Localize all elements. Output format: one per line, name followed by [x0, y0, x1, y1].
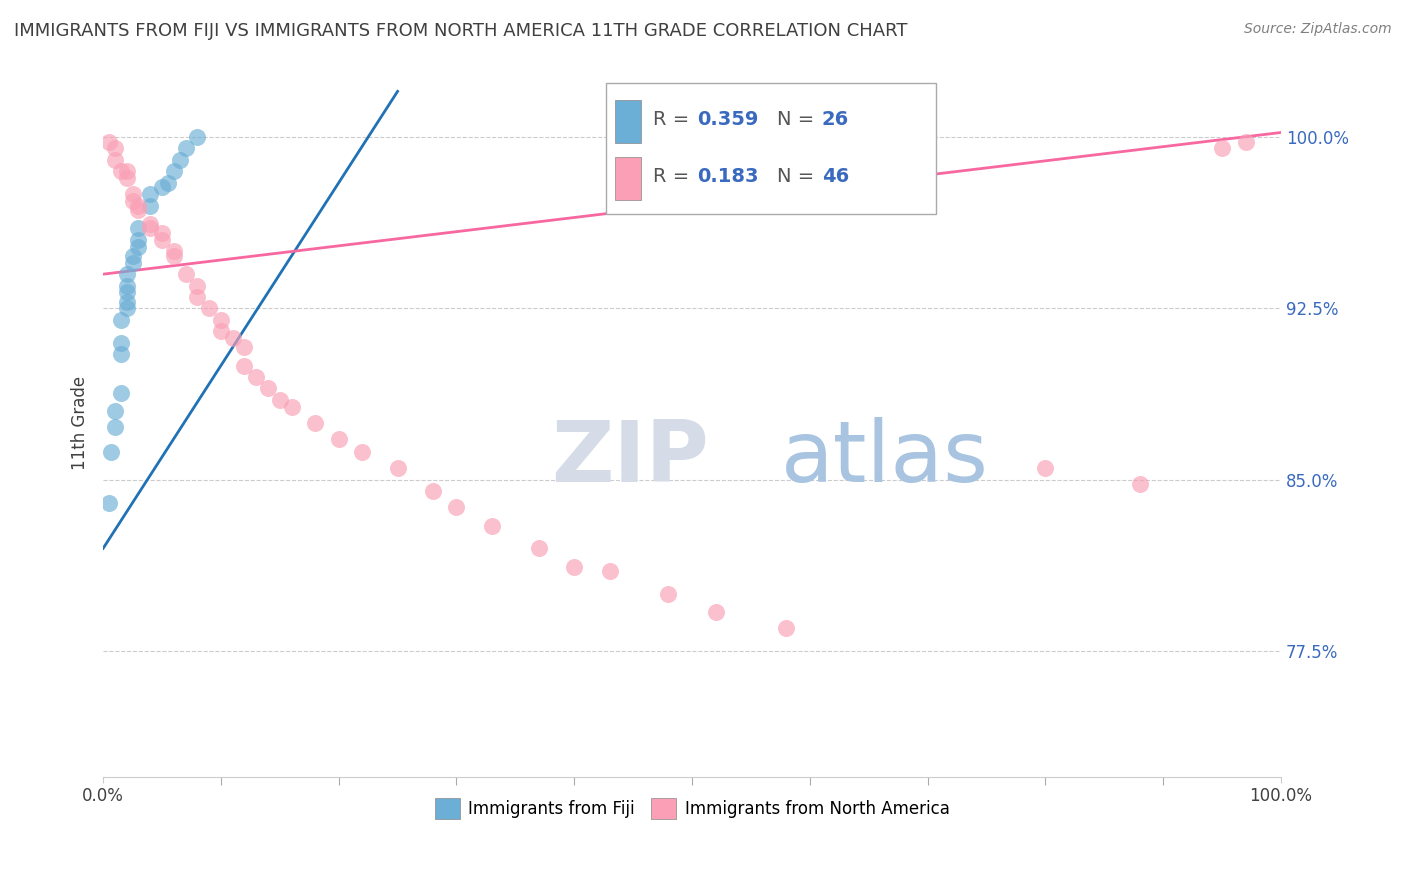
Point: [127, 203, 149, 218]
Point: [110, 335, 132, 350]
Point: [1129, 477, 1152, 491]
Point: [257, 381, 280, 395]
Text: 0.359: 0.359: [697, 110, 758, 129]
Text: R =: R =: [654, 110, 696, 129]
Point: [174, 267, 197, 281]
Point: [104, 404, 127, 418]
Text: atlas: atlas: [780, 417, 988, 500]
Point: [121, 194, 143, 208]
Point: [209, 324, 232, 338]
Point: [1035, 461, 1057, 475]
Point: [127, 233, 149, 247]
Point: [328, 432, 350, 446]
Point: [1234, 135, 1257, 149]
Point: [115, 171, 138, 186]
Point: [110, 347, 132, 361]
Text: 0.183: 0.183: [697, 167, 758, 186]
Point: [657, 587, 679, 601]
Point: [98, 135, 121, 149]
Text: IMMIGRANTS FROM FIJI VS IMMIGRANTS FROM NORTH AMERICA 11TH GRADE CORRELATION CHA: IMMIGRANTS FROM FIJI VS IMMIGRANTS FROM …: [14, 22, 907, 40]
Point: [110, 386, 132, 401]
Point: [304, 416, 326, 430]
Point: [121, 256, 143, 270]
Point: [704, 605, 727, 619]
Point: [139, 221, 162, 235]
Text: Source: ZipAtlas.com: Source: ZipAtlas.com: [1244, 22, 1392, 37]
Point: [186, 278, 208, 293]
FancyBboxPatch shape: [606, 83, 936, 214]
Point: [104, 420, 127, 434]
Point: [121, 187, 143, 202]
Point: [115, 301, 138, 316]
Point: [481, 518, 503, 533]
Point: [527, 541, 550, 556]
Point: [127, 240, 149, 254]
Point: [163, 164, 186, 178]
Point: [186, 130, 208, 145]
Legend: Immigrants from Fiji, Immigrants from North America: Immigrants from Fiji, Immigrants from No…: [427, 791, 956, 825]
FancyBboxPatch shape: [616, 157, 641, 200]
Point: [121, 249, 143, 263]
Point: [156, 176, 179, 190]
Point: [387, 461, 409, 475]
Point: [110, 164, 132, 178]
Point: [198, 301, 221, 316]
Text: 26: 26: [821, 110, 849, 129]
Point: [186, 290, 208, 304]
Point: [115, 285, 138, 300]
Point: [221, 331, 243, 345]
Y-axis label: 11th Grade: 11th Grade: [72, 376, 89, 470]
Point: [233, 340, 256, 354]
Point: [169, 153, 191, 167]
Point: [280, 400, 302, 414]
Point: [150, 233, 173, 247]
FancyBboxPatch shape: [616, 101, 641, 143]
Point: [233, 359, 256, 373]
Point: [599, 564, 621, 578]
Point: [775, 621, 797, 635]
Point: [139, 217, 162, 231]
Point: [209, 313, 232, 327]
Point: [245, 370, 267, 384]
Point: [127, 199, 149, 213]
Text: R =: R =: [654, 167, 696, 186]
Point: [163, 244, 186, 259]
Point: [150, 226, 173, 240]
Text: N =: N =: [778, 110, 820, 129]
Point: [150, 180, 173, 194]
Text: 46: 46: [821, 167, 849, 186]
Point: [100, 445, 122, 459]
Point: [127, 221, 149, 235]
Text: ZIP: ZIP: [551, 417, 709, 500]
Point: [139, 187, 162, 202]
Point: [163, 249, 186, 263]
Point: [139, 199, 162, 213]
Point: [115, 294, 138, 309]
Point: [269, 392, 291, 407]
Point: [174, 141, 197, 155]
Point: [104, 153, 127, 167]
Point: [115, 164, 138, 178]
Point: [422, 484, 444, 499]
Point: [446, 500, 468, 515]
Point: [1211, 141, 1233, 155]
Point: [352, 445, 374, 459]
Point: [110, 313, 132, 327]
Point: [562, 559, 585, 574]
Point: [115, 278, 138, 293]
Point: [98, 496, 121, 510]
Point: [104, 141, 127, 155]
Text: N =: N =: [778, 167, 820, 186]
Point: [115, 267, 138, 281]
